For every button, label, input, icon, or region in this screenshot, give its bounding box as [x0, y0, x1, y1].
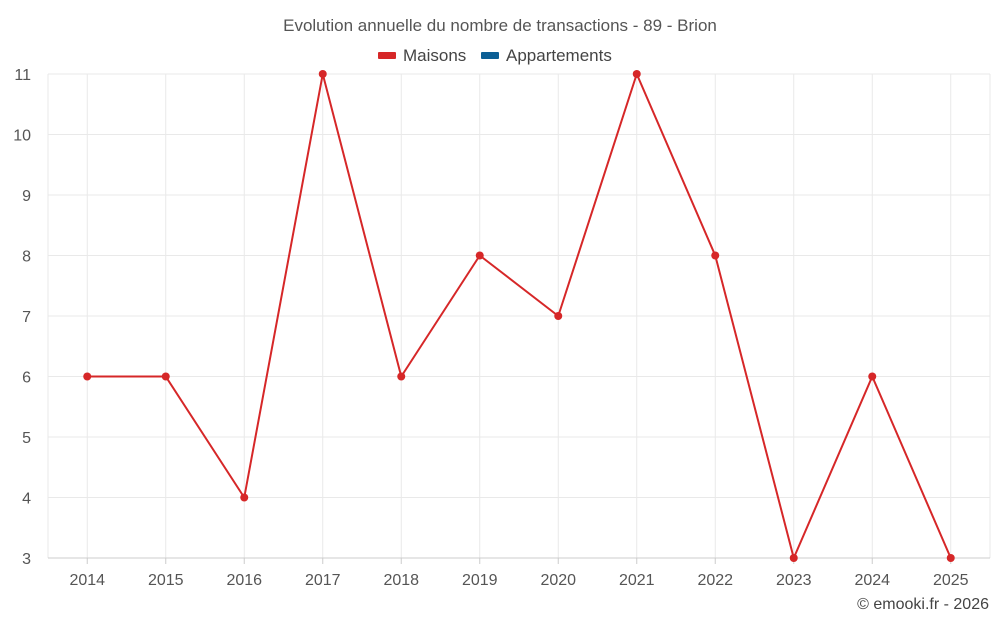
- axes: 3 4 5 6 7 8 9 10 11 2014 2015 2016 2017 2018 2019 2020 2…: [13, 67, 990, 589]
- y-tick-label: 6: [22, 370, 31, 387]
- data-point-maisons-2021[interactable]: [632, 70, 641, 78]
- series: [83, 70, 955, 562]
- chart-title: Evolution annuelle du nombre de transact…: [283, 16, 717, 35]
- legend-swatch-maisons: [378, 52, 396, 59]
- x-tick-label: 2016: [226, 572, 262, 589]
- data-point-maisons-2015[interactable]: [161, 372, 170, 381]
- legend: Maisons Appartements: [378, 46, 612, 65]
- y-tick-label: 11: [14, 67, 31, 84]
- data-point-maisons-2017[interactable]: [318, 70, 327, 78]
- data-point-maisons-2022[interactable]: [711, 251, 720, 260]
- series-line-maisons: [87, 73, 952, 559]
- y-tick-label: 3: [22, 551, 31, 568]
- data-point-maisons-2024[interactable]: [868, 372, 877, 381]
- y-tick-label: 7: [22, 309, 31, 326]
- x-tick-label: 2015: [148, 572, 184, 589]
- x-tick-label: 2022: [697, 572, 733, 589]
- legend-item-appartements[interactable]: Appartements: [481, 46, 612, 65]
- legend-label-maisons: Maisons: [403, 46, 466, 65]
- grid: [47, 73, 991, 558]
- data-point-maisons-2023[interactable]: [789, 554, 798, 562]
- legend-label-appartements: Appartements: [506, 46, 612, 65]
- data-point-maisons-2016[interactable]: [240, 493, 249, 502]
- legend-item-maisons[interactable]: Maisons: [378, 46, 466, 65]
- data-point-maisons-2014[interactable]: [83, 372, 92, 381]
- y-tick-label: 10: [13, 128, 31, 145]
- x-tick-label: 2020: [540, 572, 576, 589]
- credit-text: © emooki.fr - 2026: [857, 596, 989, 613]
- x-tick-label: 2023: [776, 572, 812, 589]
- y-tick-label: 5: [22, 430, 31, 447]
- data-point-maisons-2020[interactable]: [554, 312, 563, 320]
- x-tick-label: 2025: [933, 572, 969, 589]
- y-tick-label: 9: [22, 188, 31, 205]
- x-tick-label: 2024: [854, 572, 890, 589]
- x-tick-label: 2017: [305, 572, 341, 589]
- y-tick-label: 8: [22, 249, 31, 266]
- x-tick-label: 2018: [383, 572, 419, 589]
- legend-swatch-appartements: [481, 52, 499, 59]
- x-tick-label: 2019: [462, 572, 498, 589]
- data-point-maisons-2025[interactable]: [946, 554, 955, 562]
- y-tick-label: 4: [22, 491, 31, 508]
- data-point-maisons-2019[interactable]: [475, 251, 484, 260]
- x-tick-label: 2021: [619, 572, 655, 589]
- x-tick-label: 2014: [69, 572, 105, 589]
- data-point-maisons-2018[interactable]: [397, 372, 406, 381]
